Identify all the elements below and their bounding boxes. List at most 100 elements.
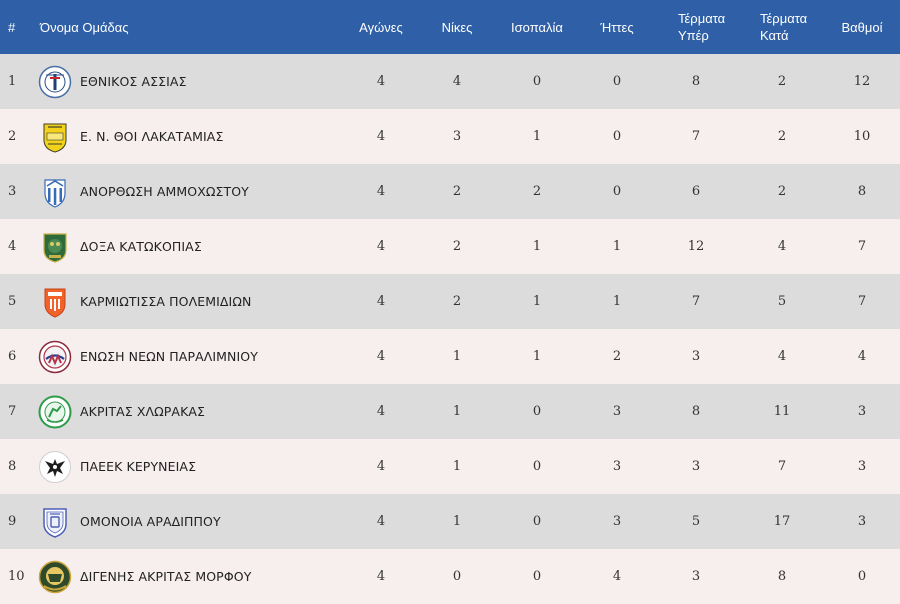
losses-cell: 2 — [612, 349, 622, 364]
team-cell: ΑΚΡΙΤΑΣ ΧΛΩΡΑΚΑΣ — [38, 384, 340, 439]
team-name[interactable]: ΑΚΡΙΤΑΣ ΧΛΩΡΑΚΑΣ — [80, 404, 206, 419]
played-cell: 4 — [376, 404, 386, 419]
goals-against-cell: 2 — [777, 184, 787, 199]
played-cell: 4 — [376, 74, 386, 89]
team-cell: ΑΝΟΡΘΩΣΗ ΑΜΜΟΧΩΣΤΟΥ — [38, 164, 340, 219]
goals-against-cell: 2 — [777, 129, 787, 144]
draws-cell: 0 — [532, 459, 542, 474]
goals-against-cell: 11 — [773, 404, 791, 419]
draws-cell: 0 — [532, 404, 542, 419]
table-row[interactable]: 8 ΠΑΕΕΚ ΚΕΡΥΝΕΙΑΣ 4 1 0 3 3 7 3 — [0, 439, 900, 494]
team-name[interactable]: ΕΘΝΙΚΟΣ ΑΣΣΙΑΣ — [80, 74, 187, 89]
team-name[interactable]: ΕΝΩΣΗ ΝΕΩΝ ΠΑΡΑΛΙΜΝΙΟΥ — [80, 349, 258, 364]
goals-for-label-line1: Τέρματα — [678, 11, 726, 26]
goals-against-cell: 4 — [777, 239, 787, 254]
wins-cell: 2 — [452, 184, 462, 199]
played-cell: 4 — [376, 129, 386, 144]
goals-against-label-line1: Τέρματα — [760, 11, 808, 26]
col-header-team[interactable]: Όνομα Ομάδας — [40, 19, 129, 35]
col-header-played[interactable]: Αγώνες — [359, 19, 403, 35]
losses-cell: 0 — [612, 74, 622, 89]
team-name[interactable]: ΠΑΕΕΚ ΚΕΡΥΝΕΙΑΣ — [80, 459, 197, 474]
col-header-draws[interactable]: Ισοπαλία — [511, 19, 563, 35]
table-row[interactable]: 3 ΑΝΟΡΘΩΣΗ ΑΜΜΟΧΩΣΤΟΥ 4 2 2 0 6 2 8 — [0, 164, 900, 219]
goals-for-cell: 12 — [687, 239, 705, 254]
goals-for-cell: 8 — [691, 74, 701, 89]
goals-against-cell: 7 — [777, 459, 787, 474]
table-header-row: # Όνομα Ομάδας Αγώνες Νίκες Ισοπαλία Ήττ… — [0, 0, 900, 54]
table-row[interactable]: 9 ΟΜΟΝΟΙΑ ΑΡΑΔΙΠΠΟΥ 4 1 0 3 5 17 3 — [0, 494, 900, 549]
goals-against-label-line2: Κατά — [760, 28, 789, 43]
team-cell: ΕΝΩΣΗ ΝΕΩΝ ΠΑΡΑΛΙΜΝΙΟΥ — [38, 329, 340, 384]
table-row[interactable]: 2 Ε. Ν. ΘΟΙ ΛΑΚΑΤΑΜΙΑΣ 4 3 1 0 7 2 10 — [0, 109, 900, 164]
draws-cell: 0 — [532, 74, 542, 89]
col-header-points[interactable]: Βαθμοί — [841, 19, 883, 35]
doxa-katokopias-crest-icon — [38, 230, 72, 264]
played-cell: 4 — [376, 184, 386, 199]
draws-cell: 2 — [532, 184, 542, 199]
team-name[interactable]: ΑΝΟΡΘΩΣΗ ΑΜΜΟΧΩΣΤΟΥ — [80, 184, 249, 199]
col-header-wins[interactable]: Νίκες — [441, 19, 473, 35]
col-header-losses[interactable]: Ήττες — [600, 19, 634, 35]
goals-against-cell: 2 — [777, 74, 787, 89]
omonoia-aradippou-crest-icon — [38, 505, 72, 539]
draws-cell: 1 — [532, 129, 542, 144]
wins-cell: 4 — [452, 74, 462, 89]
points-cell: 10 — [853, 129, 871, 144]
position-cell: 6 — [8, 349, 17, 364]
goals-for-cell: 3 — [691, 459, 701, 474]
table-row[interactable]: 10 ΔΙΓΕΝΗΣ ΑΚΡΙΤΑΣ ΜΟΡΦΟΥ 4 0 0 4 3 8 0 — [0, 549, 900, 604]
losses-cell: 0 — [612, 129, 622, 144]
wins-cell: 2 — [452, 294, 462, 309]
losses-cell: 3 — [612, 514, 622, 529]
wins-cell: 1 — [452, 404, 462, 419]
team-name[interactable]: Ε. Ν. ΘΟΙ ΛΑΚΑΤΑΜΙΑΣ — [80, 129, 224, 144]
points-cell: 12 — [853, 74, 871, 89]
table-row[interactable]: 7 ΑΚΡΙΤΑΣ ΧΛΩΡΑΚΑΣ 4 1 0 3 8 11 3 — [0, 384, 900, 439]
points-cell: 7 — [857, 239, 867, 254]
table-row[interactable]: 4 ΔΟΞΑ ΚΑΤΩΚΟΠΙΑΣ 4 2 1 1 12 4 7 — [0, 219, 900, 274]
team-name[interactable]: ΔΙΓΕΝΗΣ ΑΚΡΙΤΑΣ ΜΟΡΦΟΥ — [80, 569, 252, 584]
wins-cell: 2 — [452, 239, 462, 254]
played-cell: 4 — [376, 569, 386, 584]
goals-against-cell: 5 — [777, 294, 787, 309]
team-cell: ΔΙΓΕΝΗΣ ΑΚΡΙΤΑΣ ΜΟΡΦΟΥ — [38, 549, 340, 604]
team-cell: ΚΑΡΜΙΩΤΙΣΣΑ ΠΟΛΕΜΙΔΙΩΝ — [38, 274, 340, 329]
losses-cell: 0 — [612, 184, 622, 199]
team-cell: ΟΜΟΝΟΙΑ ΑΡΑΔΙΠΠΟΥ — [38, 494, 340, 549]
wins-cell: 1 — [452, 514, 462, 529]
position-cell: 4 — [8, 239, 17, 254]
points-cell: 3 — [857, 514, 867, 529]
col-header-goals-for[interactable]: Τέρματα Υπέρ — [652, 0, 740, 54]
position-cell: 8 — [8, 459, 17, 474]
points-cell: 3 — [857, 404, 867, 419]
points-cell: 8 — [857, 184, 867, 199]
col-header-position[interactable]: # — [8, 19, 16, 35]
goals-for-cell: 6 — [691, 184, 701, 199]
draws-cell: 0 — [532, 569, 542, 584]
goals-against-cell: 8 — [777, 569, 787, 584]
played-cell: 4 — [376, 514, 386, 529]
team-name[interactable]: ΚΑΡΜΙΩΤΙΣΣΑ ΠΟΛΕΜΙΔΙΩΝ — [80, 294, 252, 309]
position-cell: 10 — [8, 569, 25, 584]
thoi-lakatamias-crest-icon — [38, 120, 72, 154]
team-cell: Ε. Ν. ΘΟΙ ΛΑΚΑΤΑΜΙΑΣ — [38, 109, 340, 164]
team-name[interactable]: ΔΟΞΑ ΚΑΤΩΚΟΠΙΑΣ — [80, 239, 202, 254]
goals-against-cell: 17 — [773, 514, 791, 529]
draws-cell: 1 — [532, 239, 542, 254]
points-cell: 7 — [857, 294, 867, 309]
wins-cell: 1 — [452, 459, 462, 474]
losses-cell: 1 — [612, 294, 622, 309]
position-cell: 9 — [8, 514, 17, 529]
goals-for-cell: 7 — [691, 294, 701, 309]
team-name[interactable]: ΟΜΟΝΟΙΑ ΑΡΑΔΙΠΠΟΥ — [80, 514, 221, 529]
draws-cell: 0 — [532, 514, 542, 529]
points-cell: 3 — [857, 459, 867, 474]
position-cell: 5 — [8, 294, 17, 309]
col-header-goals-against[interactable]: Τέρματα Κατά — [740, 0, 824, 54]
table-row[interactable]: 6 ΕΝΩΣΗ ΝΕΩΝ ΠΑΡΑΛΙΜΝΙΟΥ 4 1 1 2 3 4 4 — [0, 329, 900, 384]
table-row[interactable]: 1 ΕΘΝΙΚΟΣ ΑΣΣΙΑΣ 4 4 0 0 8 2 12 — [0, 54, 900, 109]
losses-cell: 3 — [612, 404, 622, 419]
goals-for-cell: 3 — [691, 349, 701, 364]
table-row[interactable]: 5 ΚΑΡΜΙΩΤΙΣΣΑ ΠΟΛΕΜΙΔΙΩΝ 4 2 1 1 7 5 7 — [0, 274, 900, 329]
